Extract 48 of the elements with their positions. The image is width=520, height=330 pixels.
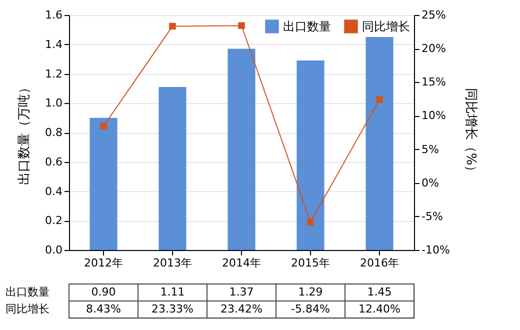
point bbox=[169, 22, 176, 30]
y-tick-label: 0.8 bbox=[45, 126, 62, 139]
y2-tick-label: -10% bbox=[422, 244, 450, 256]
data-label: 1.37 bbox=[229, 286, 254, 298]
y2-tick-label: 0% bbox=[422, 176, 439, 190]
y2-tick-label: 25% bbox=[422, 8, 446, 22]
y2-axis-title: 同比增长（%） bbox=[462, 88, 478, 178]
x-tick-label: 2016年 bbox=[360, 256, 399, 270]
bar bbox=[366, 37, 394, 250]
legend-label: 同比增长 bbox=[362, 19, 410, 34]
data-label: 23.33% bbox=[152, 302, 194, 316]
y-tick-label: 1.2 bbox=[45, 67, 62, 80]
y-tick-label: 1.4 bbox=[45, 38, 62, 51]
point bbox=[376, 96, 383, 103]
point bbox=[307, 218, 314, 226]
data-label: 1.11 bbox=[160, 286, 185, 298]
legend-label: 出口数量 bbox=[283, 19, 331, 34]
x-tick-label: 2015年 bbox=[291, 256, 330, 270]
y-axis-title: 出口数量（万吨） bbox=[17, 81, 32, 185]
data-label: 1.29 bbox=[298, 286, 323, 298]
text: 同比增长 bbox=[6, 302, 50, 316]
y-tick-label: 1.6 bbox=[45, 8, 62, 22]
data-label: 8.43% bbox=[86, 302, 121, 316]
bar bbox=[90, 118, 118, 250]
y2-tick-label: 10% bbox=[422, 109, 446, 122]
y2-tick-label: -5% bbox=[422, 210, 443, 223]
y2-tick-label: 5% bbox=[422, 142, 439, 156]
y2-tick-label: 15% bbox=[422, 76, 446, 89]
data-label: 12.40% bbox=[358, 302, 400, 316]
data-label: 1.45 bbox=[367, 286, 392, 298]
y-tick-label: 0.2 bbox=[45, 214, 62, 228]
y2-tick-label: 20% bbox=[422, 42, 446, 56]
x-tick-label: 2014年 bbox=[222, 256, 261, 270]
x-tick-label: 2013年 bbox=[153, 256, 192, 270]
y-tick-label: 0.6 bbox=[45, 155, 62, 168]
y-tick-label: 1.0 bbox=[45, 96, 62, 110]
bar bbox=[296, 60, 324, 250]
bar bbox=[228, 48, 256, 250]
y-tick-label: 0.0 bbox=[45, 244, 62, 256]
y-tick-label: 0.4 bbox=[45, 184, 62, 198]
point bbox=[100, 122, 107, 130]
data-label: 23.42% bbox=[220, 302, 262, 316]
data-label: 0.90 bbox=[91, 286, 116, 298]
data-label: -5.84% bbox=[291, 302, 330, 316]
bar bbox=[158, 86, 186, 250]
point bbox=[238, 22, 245, 29]
x-tick-label: 2012年 bbox=[84, 256, 123, 270]
text: 出口数量 bbox=[6, 286, 50, 298]
